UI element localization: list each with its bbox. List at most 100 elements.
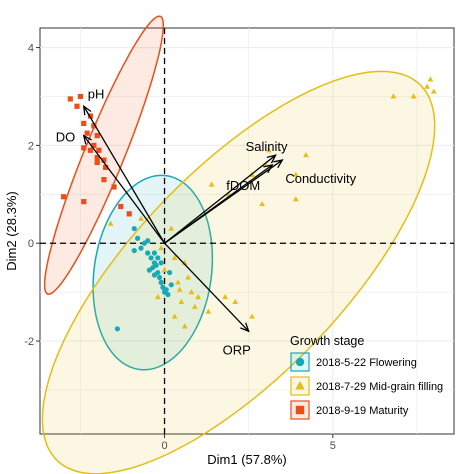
data-points xyxy=(60,76,437,332)
vector-salinity xyxy=(164,154,277,244)
data-point-square xyxy=(126,211,132,217)
data-point-triangle xyxy=(208,181,215,187)
data-point-triangle xyxy=(185,274,191,280)
data-point-circle xyxy=(163,287,169,293)
vector-label: fDOM xyxy=(226,178,260,193)
legend-title: Growth stage xyxy=(290,334,364,348)
data-point-circle xyxy=(131,225,137,232)
data-point-circle xyxy=(168,282,174,288)
vector-label: Conductivity xyxy=(285,171,356,186)
legend-entry-label: 2018-9-19 Maturity xyxy=(316,405,409,417)
y-tick-label: -2 xyxy=(24,336,34,348)
data-point-square xyxy=(67,96,73,102)
data-point-circle xyxy=(153,262,159,268)
data-point-triangle xyxy=(168,225,175,231)
data-point-circle xyxy=(166,269,173,276)
data-point-square xyxy=(96,147,102,153)
vector-label: DO xyxy=(56,130,76,145)
vector-arrowhead xyxy=(82,134,92,145)
data-point-square xyxy=(91,123,97,129)
data-point-triangle xyxy=(424,83,430,89)
data-point-square xyxy=(60,194,67,200)
loading-vectors: pH DO Salinity fDOM Conductivity ORP xyxy=(56,86,357,357)
data-point-square xyxy=(81,199,87,205)
x-tick-label: 0 xyxy=(161,440,167,452)
vector-arrowhead xyxy=(82,104,92,116)
data-point-circle xyxy=(145,238,151,244)
data-point-triangle xyxy=(232,298,239,305)
y-tick-label: 4 xyxy=(28,43,34,55)
data-point-square xyxy=(111,184,117,190)
data-point-triangle xyxy=(138,215,144,221)
y-tick-label: 2 xyxy=(28,140,34,152)
data-point-circle xyxy=(156,274,163,281)
y-tick-label: 0 xyxy=(28,238,34,250)
confidence-ellipse xyxy=(92,174,214,371)
x-axis-label: Dim1 (57.8%) xyxy=(207,452,286,467)
confidence-ellipse xyxy=(41,70,436,474)
vector-arrowhead xyxy=(266,154,277,164)
data-point-triangle xyxy=(176,286,183,292)
data-point-square xyxy=(87,147,94,153)
data-point-triangle xyxy=(390,93,397,99)
data-point-triangle xyxy=(430,88,437,94)
data-point-square xyxy=(94,133,100,139)
legend-entry-label: 2018-7-29 Mid-grain filling xyxy=(316,381,443,393)
data-point-triangle xyxy=(191,303,198,309)
data-point-square xyxy=(87,113,94,119)
vector-label: pH xyxy=(88,86,105,101)
data-point-triangle xyxy=(222,293,228,300)
vector-do xyxy=(83,135,166,244)
vector-orp xyxy=(164,242,250,332)
data-point-triangle xyxy=(175,279,181,285)
data-point-square xyxy=(74,103,80,109)
data-point-circle xyxy=(131,247,137,254)
data-point-square xyxy=(77,93,83,100)
data-point-square xyxy=(91,142,97,148)
data-point-square xyxy=(103,164,109,171)
data-point-circle xyxy=(158,279,164,285)
data-point-square xyxy=(81,120,87,126)
data-point-triangle xyxy=(195,293,202,300)
legend-marker-triangle xyxy=(295,380,305,390)
vector-label: ORP xyxy=(223,342,251,357)
vector-arrowhead xyxy=(240,322,250,333)
vector-ph xyxy=(83,105,166,244)
data-point-triangle xyxy=(171,254,178,260)
confidence-ellipses xyxy=(41,15,436,474)
data-point-square xyxy=(84,130,90,136)
x-tick-label: 5 xyxy=(330,440,336,452)
reference-lines xyxy=(40,28,454,434)
data-point-triangle xyxy=(292,196,299,202)
data-point-triangle xyxy=(178,298,185,305)
data-point-circle xyxy=(155,255,161,261)
data-point-triangle xyxy=(259,200,266,207)
data-point-triangle xyxy=(158,245,165,251)
data-point-triangle xyxy=(292,171,299,177)
data-point-circle xyxy=(114,326,121,332)
data-point-triangle xyxy=(107,220,114,226)
data-point-square xyxy=(101,177,107,183)
y-axis-ticks: -2 0 2 4 xyxy=(24,43,40,348)
data-point-circle xyxy=(145,250,151,256)
legend: Growth stage 2018-5-22 Flowering 2018-7-2… xyxy=(290,334,443,420)
confidence-ellipse xyxy=(43,15,165,295)
data-point-triangle xyxy=(303,152,309,158)
vector-arrowhead xyxy=(273,159,284,169)
data-point-triangle xyxy=(181,323,188,329)
data-point-triangle xyxy=(266,147,272,153)
data-point-circle xyxy=(148,255,154,261)
data-point-triangle xyxy=(171,313,178,319)
data-point-triangle xyxy=(154,293,161,300)
data-point-triangle xyxy=(188,289,195,295)
data-point-square xyxy=(118,203,124,210)
legend-marker-square xyxy=(295,405,305,415)
data-point-square xyxy=(81,145,87,151)
data-point-triangle xyxy=(161,267,168,273)
data-point-circle xyxy=(151,250,158,256)
data-point-circle xyxy=(158,260,164,266)
data-point-square xyxy=(94,155,100,161)
data-point-circle xyxy=(138,245,144,251)
